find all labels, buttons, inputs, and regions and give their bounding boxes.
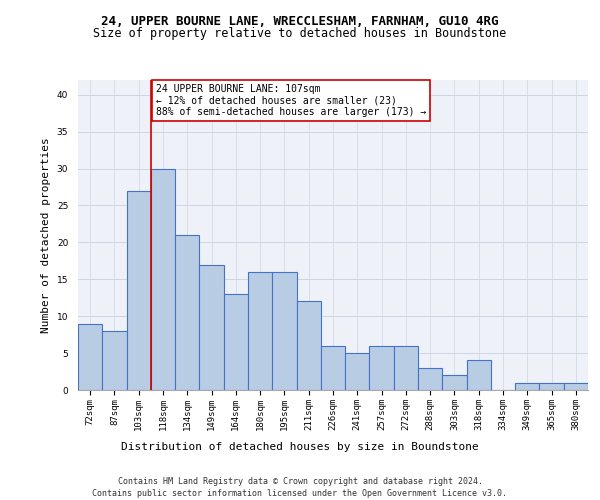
Bar <box>78 324 102 390</box>
Bar <box>224 294 248 390</box>
Bar <box>394 346 418 390</box>
Bar <box>345 353 370 390</box>
Bar <box>175 235 199 390</box>
Bar <box>467 360 491 390</box>
Text: 24 UPPER BOURNE LANE: 107sqm
← 12% of detached houses are smaller (23)
88% of se: 24 UPPER BOURNE LANE: 107sqm ← 12% of de… <box>156 84 426 117</box>
Y-axis label: Number of detached properties: Number of detached properties <box>41 137 51 333</box>
Bar <box>442 375 467 390</box>
Bar <box>199 264 224 390</box>
Bar <box>418 368 442 390</box>
Bar <box>321 346 345 390</box>
Text: Contains HM Land Registry data © Crown copyright and database right 2024.: Contains HM Land Registry data © Crown c… <box>118 478 482 486</box>
Bar <box>248 272 272 390</box>
Bar <box>539 382 564 390</box>
Bar <box>564 382 588 390</box>
Bar <box>515 382 539 390</box>
Text: Size of property relative to detached houses in Boundstone: Size of property relative to detached ho… <box>94 28 506 40</box>
Bar <box>151 168 175 390</box>
Bar <box>272 272 296 390</box>
Text: Distribution of detached houses by size in Boundstone: Distribution of detached houses by size … <box>121 442 479 452</box>
Text: Contains public sector information licensed under the Open Government Licence v3: Contains public sector information licen… <box>92 489 508 498</box>
Bar <box>102 331 127 390</box>
Bar <box>127 190 151 390</box>
Bar <box>370 346 394 390</box>
Text: 24, UPPER BOURNE LANE, WRECCLESHAM, FARNHAM, GU10 4RG: 24, UPPER BOURNE LANE, WRECCLESHAM, FARN… <box>101 15 499 28</box>
Bar <box>296 302 321 390</box>
